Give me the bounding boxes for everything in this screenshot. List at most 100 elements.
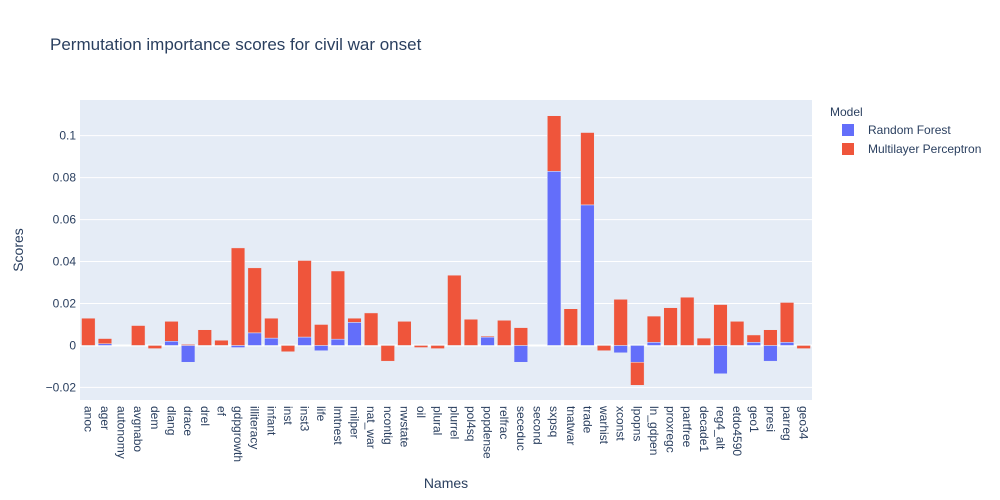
bar-random-forest-trade[interactable] <box>580 204 595 346</box>
legend[interactable]: Model Random Forest Multilayer Perceptron <box>830 105 981 156</box>
x-tick-label: sxpsq <box>547 406 561 437</box>
x-tick-label: second <box>531 406 545 445</box>
x-tick-label: plurrel <box>447 406 461 439</box>
x-tick-label: decade1 <box>697 406 711 452</box>
bar-mlp-ncontig[interactable] <box>380 345 395 362</box>
bar-random-forest-lpopns[interactable] <box>630 345 645 363</box>
bar-mlp-proxregc[interactable] <box>663 307 678 346</box>
bar-mlp-illiteracy[interactable] <box>247 267 262 334</box>
bar-mlp-dlang[interactable] <box>164 321 179 342</box>
bar-random-forest-presi[interactable] <box>763 345 778 362</box>
bar-random-forest-dlang[interactable] <box>164 341 179 346</box>
x-tick-label: autonomy <box>115 406 129 459</box>
bar-mlp-inst3[interactable] <box>297 260 312 338</box>
bar-mlp-relfrac[interactable] <box>497 320 512 346</box>
x-tick-label: proxregc <box>664 406 678 453</box>
bar-mlp-life[interactable] <box>314 324 329 346</box>
x-tick-label: presi <box>763 406 777 432</box>
legend-swatch[interactable] <box>842 124 854 136</box>
bar-random-forest-milper[interactable] <box>347 322 362 346</box>
x-tick-label: inst <box>281 406 295 425</box>
bar-random-forest-reg4_alt[interactable] <box>713 345 728 375</box>
x-tick-label: parreg <box>780 406 794 441</box>
x-tick-label: inst3 <box>298 406 312 432</box>
x-axis-title: Names <box>424 475 468 491</box>
bars <box>81 115 811 386</box>
x-tick-label: oil <box>414 406 428 418</box>
x-tick-label: ln_gdpen <box>647 406 661 455</box>
bar-mlp-lmtnest[interactable] <box>330 270 345 340</box>
bar-mlp-lpopns[interactable] <box>630 361 645 386</box>
bar-mlp-parreg[interactable] <box>779 302 795 343</box>
bar-mlp-tnatwar[interactable] <box>563 308 578 346</box>
bar-mlp-anoc[interactable] <box>81 317 96 346</box>
legend-label[interactable]: Random Forest <box>868 123 951 137</box>
legend-swatch[interactable] <box>842 143 854 155</box>
x-tick-label: xconst <box>614 406 628 441</box>
bar-random-forest-popdense[interactable] <box>480 336 495 346</box>
y-tick-label: 0.02 <box>53 296 77 310</box>
legend-label[interactable]: Multilayer Perceptron <box>868 142 981 156</box>
x-tick-label: nwstate <box>397 406 411 448</box>
x-tick-label: tnatwar <box>564 406 578 445</box>
bar-mlp-nwstate[interactable] <box>397 321 412 346</box>
x-tick-labels: anoc ager autonomy avgnabo dem dlang drace drel… <box>81 405 810 462</box>
bar-random-forest-infant[interactable] <box>264 337 279 346</box>
bar-random-forest-sxpsq[interactable] <box>547 171 562 346</box>
bar-mlp-drel[interactable] <box>197 329 212 346</box>
bar-mlp-warhist[interactable] <box>596 345 612 351</box>
bar-mlp-nat_war[interactable] <box>364 312 379 346</box>
bar-mlp-sxpsq[interactable] <box>547 115 562 172</box>
y-tick-label: 0.06 <box>53 213 77 227</box>
x-tick-label: pol4sq <box>464 406 478 441</box>
bar-random-forest-inst3[interactable] <box>297 336 312 346</box>
bar-mlp-trade[interactable] <box>580 132 595 206</box>
bar-mlp-decade1[interactable] <box>696 337 711 346</box>
x-tick-label: life <box>314 406 328 422</box>
bar-mlp-ager[interactable] <box>97 338 113 345</box>
bar-random-forest-lmtnest[interactable] <box>330 338 345 346</box>
x-tick-label: drel <box>198 406 212 426</box>
bar-mlp-gdpgrowth[interactable] <box>230 247 246 346</box>
bar-mlp-milper[interactable] <box>347 317 362 323</box>
bar-mlp-reg4_alt[interactable] <box>713 304 728 346</box>
bar-mlp-partfree[interactable] <box>680 296 695 346</box>
bar-mlp-geo34[interactable] <box>796 345 811 349</box>
bar-mlp-plurrel[interactable] <box>447 274 462 346</box>
bar-mlp-pol4sq[interactable] <box>463 318 479 346</box>
bar-mlp-oil[interactable] <box>413 345 429 348</box>
bar-mlp-xconst[interactable] <box>613 299 628 346</box>
bar-mlp-popdense[interactable] <box>480 335 495 338</box>
bar-mlp-drace[interactable] <box>181 344 196 346</box>
bar-random-forest-ager[interactable] <box>97 343 113 346</box>
bar-mlp-avgnabo[interactable] <box>131 325 146 346</box>
bar-mlp-dem[interactable] <box>147 345 162 349</box>
bar-random-forest-drace[interactable] <box>181 345 196 363</box>
bar-random-forest-illiteracy[interactable] <box>247 332 262 346</box>
bar-random-forest-seceduc[interactable] <box>513 345 528 363</box>
x-tick-label: reg4_alt <box>714 406 728 450</box>
bar-mlp-seceduc[interactable] <box>513 327 528 346</box>
x-tick-label: illiteracy <box>248 406 262 449</box>
bar-random-forest-life[interactable] <box>314 345 329 351</box>
bar-random-forest-xconst[interactable] <box>613 345 628 354</box>
bar-mlp-ln_gdpen[interactable] <box>646 315 662 343</box>
bar-mlp-inst[interactable] <box>280 345 296 352</box>
bar-mlp-infant[interactable] <box>264 317 279 339</box>
bar-mlp-etdo4590[interactable] <box>730 321 745 346</box>
x-tick-label: infant <box>264 406 278 436</box>
bar-random-forest-parreg[interactable] <box>779 342 795 346</box>
bar-random-forest-gdpgrowth[interactable] <box>230 345 246 348</box>
legend-title: Model <box>830 105 863 119</box>
bar-mlp-presi[interactable] <box>763 329 778 346</box>
bar-random-forest-geo1[interactable] <box>746 342 761 346</box>
x-tick-label: trade <box>580 406 594 434</box>
bar-mlp-ef[interactable] <box>214 339 229 346</box>
bar-mlp-plural[interactable] <box>430 345 445 349</box>
bar-mlp-geo1[interactable] <box>746 334 761 343</box>
x-tick-label: warhist <box>597 405 611 445</box>
x-tick-label: drace <box>181 406 195 436</box>
x-tick-label: geo1 <box>747 406 761 433</box>
x-tick-label: anoc <box>81 406 95 432</box>
bar-random-forest-ln_gdpen[interactable] <box>646 342 662 346</box>
